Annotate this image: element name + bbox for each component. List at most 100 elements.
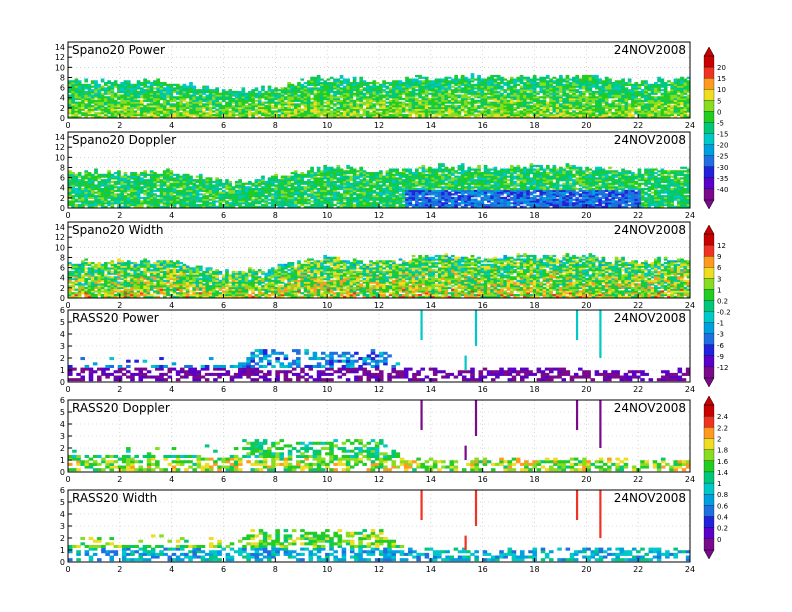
heatmap-cell <box>333 94 337 97</box>
heatmap-cell <box>562 105 566 108</box>
heatmap-cell <box>280 180 285 184</box>
heatmap-cell <box>202 182 206 185</box>
heatmap-cell <box>647 87 652 90</box>
heatmap-cell <box>673 99 678 102</box>
heatmap-cell <box>401 89 406 92</box>
heatmap-cell <box>149 203 154 207</box>
heatmap-cell <box>306 108 311 111</box>
heatmap-cell <box>536 115 540 118</box>
heatmap-cell <box>519 106 524 110</box>
heatmap-cell <box>133 92 138 95</box>
heatmap-cell <box>238 108 242 111</box>
heatmap-cell <box>182 85 187 88</box>
heatmap-cell <box>323 195 328 198</box>
heatmap-cell <box>487 87 491 90</box>
heatmap-cell <box>398 113 403 117</box>
heatmap-cell <box>192 195 197 198</box>
heatmap-cell <box>375 99 380 102</box>
heatmap-cell <box>588 80 593 83</box>
heatmap-cell <box>287 87 292 90</box>
heatmap-cell <box>143 184 147 187</box>
heatmap-cell <box>248 182 252 185</box>
heatmap-cell <box>97 184 102 187</box>
heatmap-cell <box>264 180 269 184</box>
heatmap-cell <box>169 189 174 192</box>
heatmap-cell <box>575 74 580 78</box>
heatmap-cell <box>316 203 321 207</box>
heatmap-cell <box>316 187 321 191</box>
heatmap-cell <box>107 170 111 173</box>
heatmap-cell <box>313 89 318 92</box>
heatmap-cell <box>110 82 115 85</box>
heatmap-cell <box>146 184 151 187</box>
heatmap-cell <box>146 85 151 88</box>
heatmap-cell <box>241 105 246 108</box>
heatmap-cell <box>153 108 157 111</box>
heatmap-cell <box>189 195 193 198</box>
heatmap-cell <box>267 189 272 192</box>
heatmap-cell <box>100 94 105 97</box>
heatmap-cell <box>287 96 292 99</box>
heatmap-cell <box>110 110 115 113</box>
heatmap-cell <box>284 196 288 200</box>
heatmap-cell <box>110 83 115 86</box>
heatmap-cell <box>372 80 377 83</box>
heatmap-cell <box>437 96 442 99</box>
heatmap-cell <box>624 99 629 102</box>
heatmap-cell <box>146 202 151 205</box>
heatmap-cell <box>238 189 242 192</box>
heatmap-cell <box>621 113 625 117</box>
heatmap-cell <box>241 202 246 205</box>
heatmap-cell <box>329 89 334 92</box>
heatmap-cell <box>480 97 485 101</box>
heatmap-cell <box>379 113 383 117</box>
heatmap-cell <box>336 96 341 99</box>
heatmap-cell <box>667 80 671 83</box>
heatmap-cell <box>225 195 229 198</box>
heatmap-cell <box>297 195 301 198</box>
heatmap-cell <box>149 200 154 203</box>
heatmap-cell <box>313 103 318 106</box>
heatmap-cell <box>97 112 102 115</box>
heatmap-cell <box>513 97 517 101</box>
heatmap-cell <box>326 83 331 86</box>
heatmap-cell <box>290 177 295 180</box>
heatmap-cell <box>162 89 167 92</box>
heatmap-cell <box>356 108 360 111</box>
heatmap-cell <box>667 83 671 86</box>
heatmap-cell <box>254 99 259 102</box>
heatmap-cell <box>336 97 341 101</box>
heatmap-cell <box>107 105 111 108</box>
heatmap-cell <box>212 187 216 191</box>
heatmap-cell <box>81 85 85 88</box>
heatmap-cell <box>552 90 557 94</box>
heatmap-cell <box>549 97 553 101</box>
heatmap-cell <box>254 94 259 97</box>
heatmap-cell <box>149 96 154 99</box>
heatmap-cell <box>467 113 472 117</box>
heatmap-cell <box>303 99 308 102</box>
heatmap-cell <box>284 92 288 95</box>
heatmap-cell <box>480 85 485 88</box>
heatmap-cell <box>379 103 383 106</box>
heatmap-cell <box>270 175 275 178</box>
heatmap-cell <box>441 113 445 117</box>
heatmap-cell <box>225 96 229 99</box>
heatmap-cell <box>143 112 147 115</box>
heatmap-cell <box>202 90 206 94</box>
heatmap-cell <box>673 78 678 81</box>
heatmap-cell <box>107 103 111 106</box>
heatmap-cell <box>487 83 491 86</box>
heatmap-cell <box>372 94 377 97</box>
heatmap-cell <box>270 203 275 207</box>
heatmap-cell <box>631 97 635 101</box>
heatmap-cell <box>300 196 305 200</box>
heatmap-cell <box>428 99 432 102</box>
heatmap-cell <box>555 113 560 117</box>
heatmap-cell <box>248 180 252 184</box>
panel-title: Spano20 Power <box>72 43 165 57</box>
heatmap-cell <box>156 105 161 108</box>
heatmap-cell <box>634 82 639 85</box>
heatmap-cell <box>90 200 95 203</box>
heatmap-cell <box>323 83 328 86</box>
